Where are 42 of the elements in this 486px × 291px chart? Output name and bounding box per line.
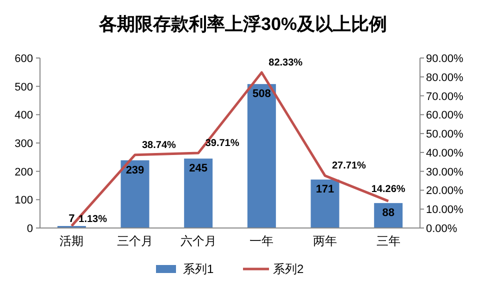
data-label: 245 xyxy=(189,162,208,175)
chart-title: 各期限存款利率上浮30%及以上比例 xyxy=(98,14,388,34)
y2-tick-label: 60.00% xyxy=(426,110,464,122)
y-tick-label: 200 xyxy=(14,166,33,178)
y2-tick-label: 30.00% xyxy=(426,166,464,178)
data-label: 7 xyxy=(68,213,75,226)
data-label: 82.33% xyxy=(268,57,303,68)
y2-tick-label: 50.00% xyxy=(426,128,464,141)
y-tick-label: 400 xyxy=(14,110,33,122)
y-tick-label: 0 xyxy=(26,223,33,235)
y2-tick-label: 70.00% xyxy=(426,90,464,103)
y2-tick-label: 20.00% xyxy=(426,185,464,198)
legend-label: 系列1 xyxy=(183,262,214,276)
x-tick-label: 六个月 xyxy=(180,234,216,248)
y2-tick-label: 40.00% xyxy=(426,147,464,160)
y2-tick-label: 10.00% xyxy=(426,204,464,216)
data-label: 508 xyxy=(252,88,271,100)
data-label: 14.26% xyxy=(371,184,406,196)
y-tick-label: 300 xyxy=(14,138,33,150)
data-label: 39.71% xyxy=(205,138,240,149)
y2-tick-label: 90.00% xyxy=(426,53,464,65)
y-tick-label: 100 xyxy=(14,194,33,207)
data-label: 239 xyxy=(126,164,144,176)
y-tick-label: 500 xyxy=(14,81,33,94)
legend-label: 系列2 xyxy=(273,262,304,276)
data-label: 171 xyxy=(316,184,334,196)
x-tick-label: 活期 xyxy=(60,234,84,248)
y2-tick-label: 0.00% xyxy=(426,223,458,235)
bar xyxy=(310,180,340,228)
x-tick-label: 两年 xyxy=(313,234,337,248)
x-tick-label: 一年 xyxy=(250,234,274,248)
y2-tick-label: 80.00% xyxy=(426,72,464,84)
bar xyxy=(120,160,150,228)
data-label: 27.71% xyxy=(332,160,366,172)
y-tick-label: 600 xyxy=(14,53,33,65)
x-tick-label: 三年 xyxy=(376,234,400,248)
x-tick-label: 三个月 xyxy=(117,234,153,248)
data-label: 88 xyxy=(382,207,394,220)
bar xyxy=(247,84,276,228)
bar xyxy=(184,158,213,228)
data-label: 1.13% xyxy=(78,214,108,225)
data-label: 38.74% xyxy=(142,140,176,151)
